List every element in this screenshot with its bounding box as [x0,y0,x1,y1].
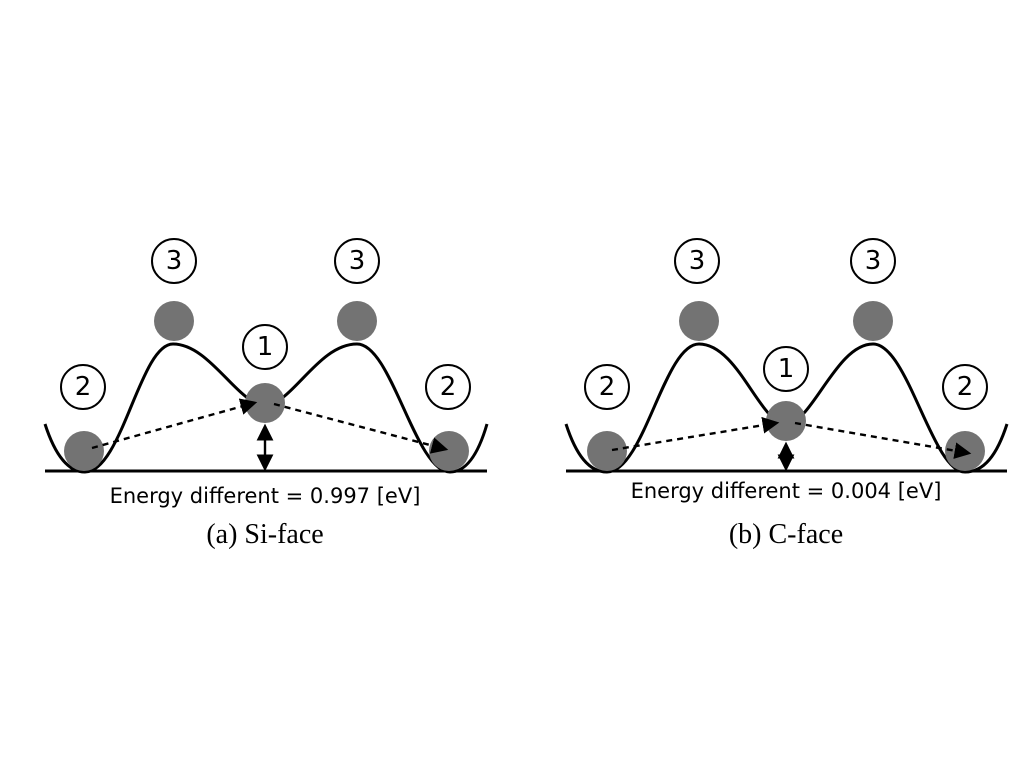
site-label-circle [942,364,988,410]
site-label-circle [242,324,288,370]
hop-arrow-right-a [273,402,449,454]
hop-arrow-right-b [794,421,972,459]
site-label-circle [60,364,106,410]
atom-site2-right-a [429,431,469,471]
panel-si-face: 2 3 1 3 2 Energy different = 0.997 [eV] … [43,238,489,550]
site-label-number: 2 [957,372,974,402]
site-label-circle [674,238,720,284]
hop-arrow-left-b [611,416,780,452]
atom-site2-left-b [587,431,627,471]
atom-site1-b [766,401,806,441]
site-label-number: 1 [257,332,274,362]
site-label-number: 2 [599,372,616,402]
site-label-number: 3 [166,246,183,276]
site-label-number: 1 [778,354,795,384]
site-label-number: 3 [689,246,706,276]
caption-a: (a) Si-face [206,519,323,550]
atom-site3-left-b [679,301,719,341]
atom-site3-left-a [154,301,194,341]
energy-difference-text-b: Energy different = 0.004 [eV] [631,479,942,503]
site-label-number: 2 [75,372,92,402]
energy-difference-text-a: Energy different = 0.997 [eV] [110,484,421,508]
caption-b: (b) C-face [729,519,843,550]
atom-site2-left-a [64,431,104,471]
hop-arrow-left-a [91,398,258,450]
site-label-circle [850,238,896,284]
site-label-number: 3 [349,246,366,276]
atom-site3-right-b [853,301,893,341]
site-label-circle [425,364,471,410]
site-label-circle [151,238,197,284]
panel-c-face: 2 3 1 3 2 Energy different = 0.004 [eV] … [564,238,1009,550]
site-label-number: 3 [865,246,882,276]
site-label-number: 2 [440,372,457,402]
site-label-circle [763,346,809,392]
site-label-circle [334,238,380,284]
site-label-circle [584,364,630,410]
atom-site3-right-a [337,301,377,341]
